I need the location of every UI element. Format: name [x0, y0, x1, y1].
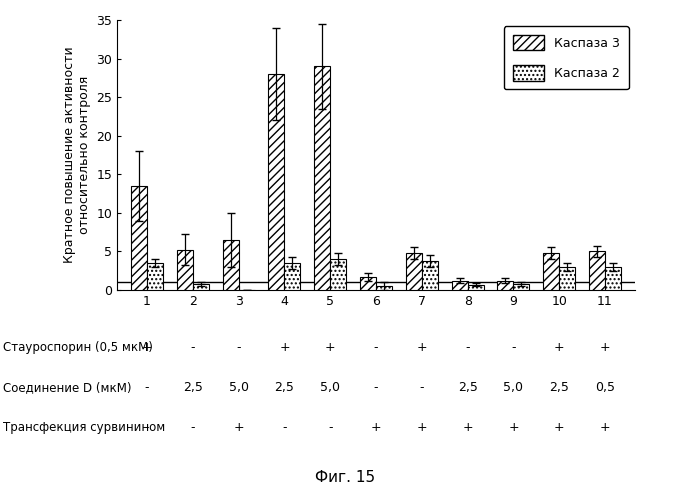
Text: +: +: [600, 341, 611, 354]
Text: -: -: [465, 341, 470, 354]
Text: +: +: [325, 341, 335, 354]
Text: Фиг. 15: Фиг. 15: [315, 470, 375, 485]
Text: +: +: [233, 421, 244, 434]
Text: 2,5: 2,5: [183, 381, 203, 394]
Text: +: +: [600, 421, 611, 434]
Bar: [284, 263, 300, 290]
Text: +: +: [554, 341, 564, 354]
Bar: [331, 259, 346, 290]
Bar: [223, 240, 239, 290]
Text: Соединение D (мкМ): Соединение D (мкМ): [3, 381, 132, 394]
Text: -: -: [190, 341, 195, 354]
Bar: [605, 267, 621, 290]
Text: -: -: [282, 421, 287, 434]
Bar: [360, 277, 376, 290]
Text: -: -: [145, 421, 149, 434]
Bar: [422, 260, 438, 290]
Text: 2,5: 2,5: [549, 381, 569, 394]
Text: +: +: [141, 341, 152, 354]
Bar: [177, 250, 193, 290]
Text: Трансфекция сурвинином: Трансфекция сурвинином: [3, 421, 166, 434]
Bar: [193, 284, 209, 290]
Bar: [543, 253, 559, 290]
Bar: [268, 74, 284, 290]
Text: -: -: [420, 381, 424, 394]
Text: -: -: [190, 421, 195, 434]
Text: 5,0: 5,0: [504, 381, 524, 394]
Text: +: +: [279, 341, 290, 354]
Text: 2,5: 2,5: [275, 381, 295, 394]
Bar: [314, 66, 331, 290]
Text: -: -: [374, 381, 378, 394]
Text: 0,5: 0,5: [595, 381, 615, 394]
Text: -: -: [374, 341, 378, 354]
Text: +: +: [417, 421, 427, 434]
Bar: [468, 284, 484, 290]
Text: 2,5: 2,5: [457, 381, 477, 394]
Text: +: +: [371, 421, 382, 434]
Text: -: -: [328, 421, 333, 434]
Legend: Каспаза 3, Каспаза 2: Каспаза 3, Каспаза 2: [504, 26, 629, 89]
Text: +: +: [508, 421, 519, 434]
Bar: [376, 286, 392, 290]
Bar: [497, 280, 513, 290]
Y-axis label: Кратное повышение активности
относительно контроля: Кратное повышение активности относительн…: [63, 46, 91, 264]
Bar: [452, 280, 468, 290]
Bar: [147, 263, 163, 290]
Bar: [589, 252, 605, 290]
Text: -: -: [145, 381, 149, 394]
Text: -: -: [237, 341, 241, 354]
Text: +: +: [554, 421, 564, 434]
Bar: [559, 267, 575, 290]
Text: -: -: [511, 341, 515, 354]
Text: 5,0: 5,0: [320, 381, 340, 394]
Bar: [131, 186, 147, 290]
Text: +: +: [417, 341, 427, 354]
Text: +: +: [462, 421, 473, 434]
Bar: [513, 284, 529, 290]
Bar: [406, 253, 422, 290]
Text: 5,0: 5,0: [228, 381, 248, 394]
Text: Стауроспорин (0,5 мкМ): Стауроспорин (0,5 мкМ): [3, 341, 153, 354]
